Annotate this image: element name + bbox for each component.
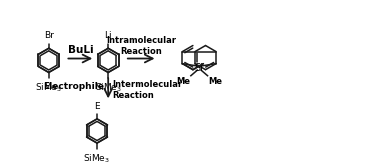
- Text: SiMe$_3$: SiMe$_3$: [94, 82, 122, 94]
- Text: Me: Me: [176, 77, 190, 86]
- Text: Me: Me: [209, 77, 223, 86]
- Text: Br: Br: [44, 31, 54, 40]
- Text: Electrophile: Electrophile: [43, 82, 104, 91]
- Text: SiMe$_3$: SiMe$_3$: [35, 82, 62, 94]
- Text: BuLi: BuLi: [68, 45, 93, 55]
- Text: Intermolecular
Reaction: Intermolecular Reaction: [112, 80, 182, 100]
- Text: Intramolecular
Reaction: Intramolecular Reaction: [106, 36, 176, 56]
- Text: Si: Si: [195, 63, 204, 73]
- Text: Li: Li: [104, 31, 112, 40]
- Text: SiMe$_3$: SiMe$_3$: [84, 152, 111, 165]
- Text: E: E: [94, 101, 100, 111]
